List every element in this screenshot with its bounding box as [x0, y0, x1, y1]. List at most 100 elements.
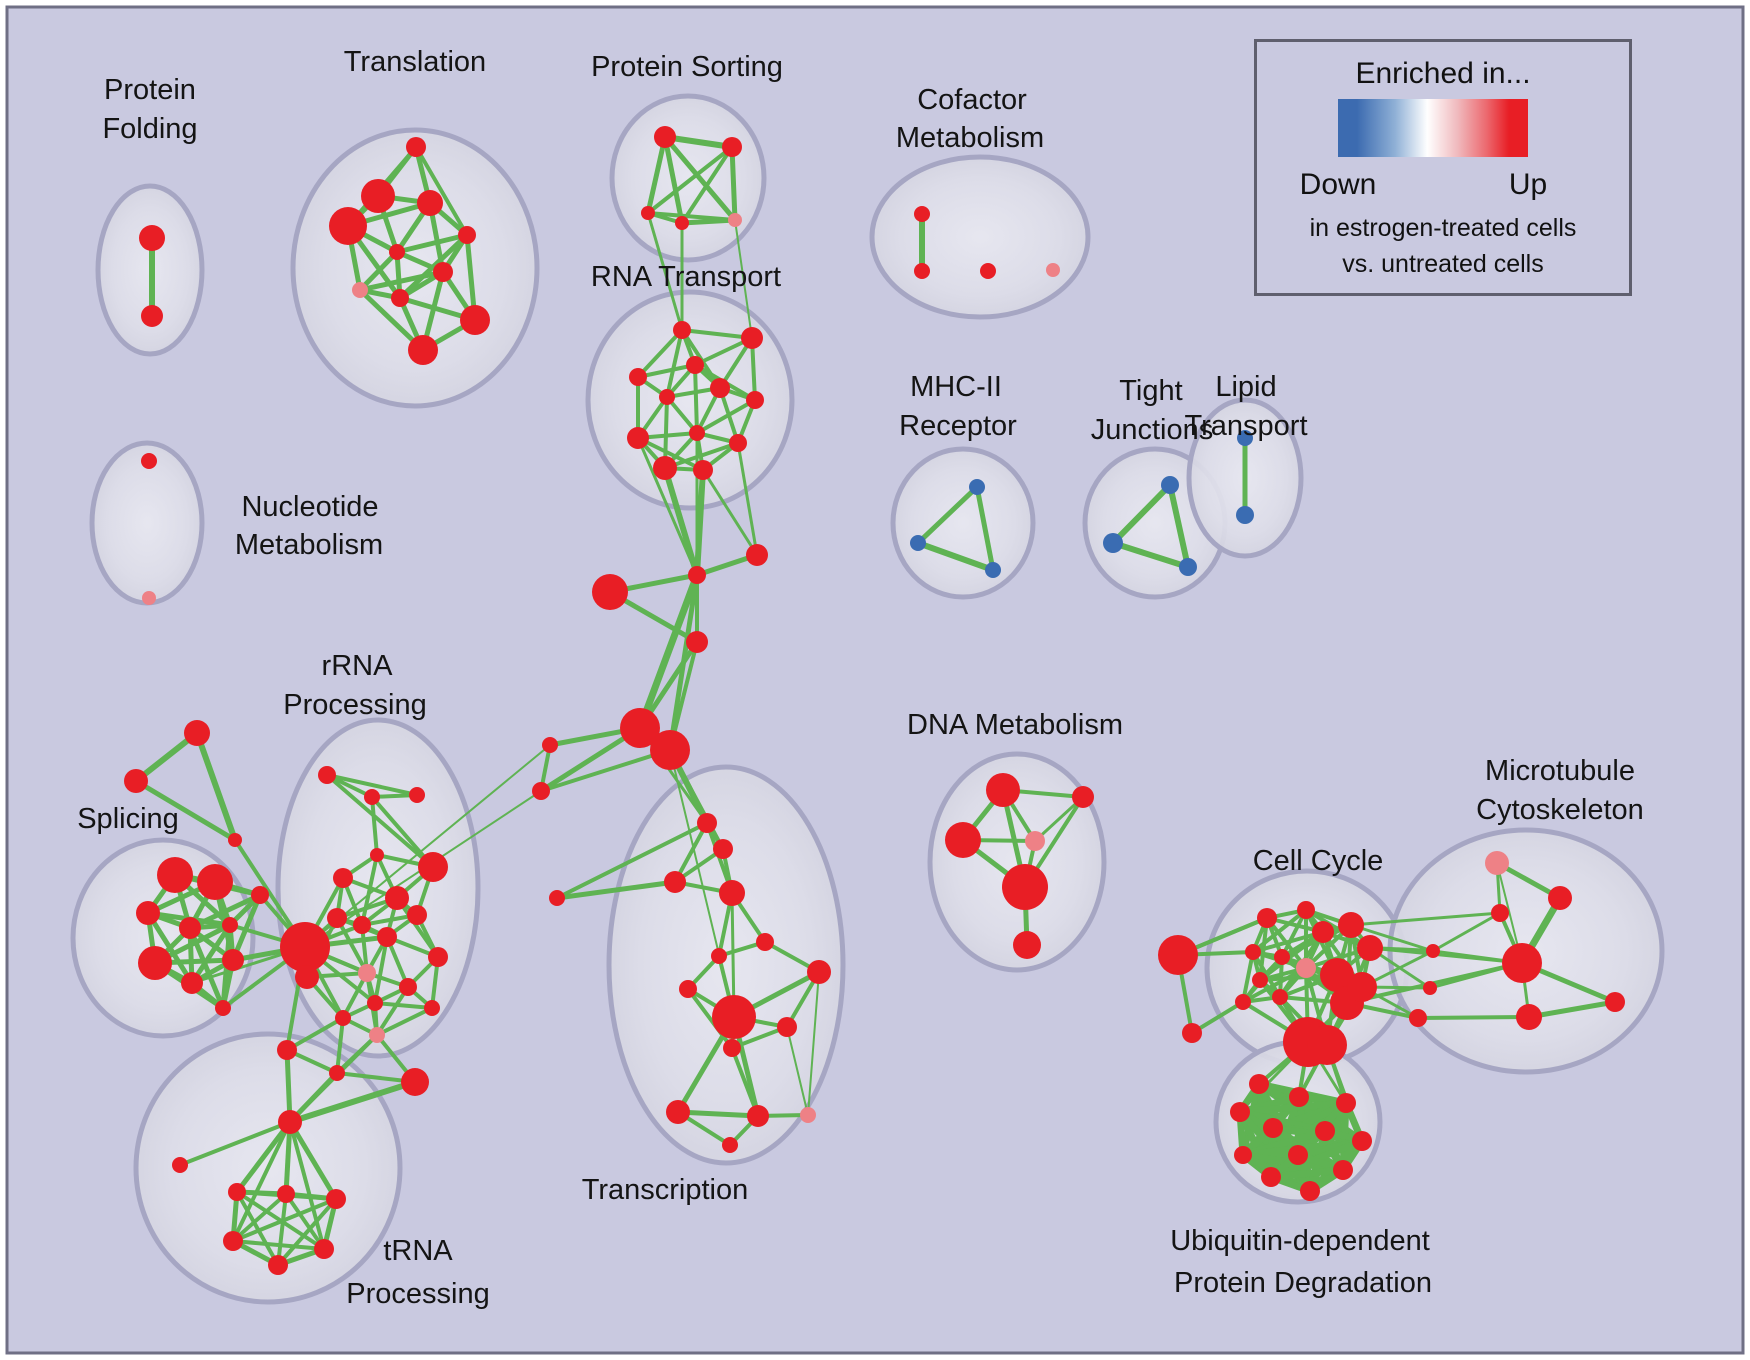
ubiquitin-degradation-node — [1289, 1087, 1309, 1107]
bridge-edge — [1349, 911, 1502, 927]
cell-cycle-node — [1307, 1025, 1347, 1065]
rrna-processing-node — [333, 868, 353, 888]
ubiquitin-degradation-node — [1315, 1121, 1335, 1141]
protein-sorting-edge — [729, 144, 738, 223]
ubiquitin-degradation-node — [1288, 1145, 1308, 1165]
rrna-processing-node — [399, 978, 417, 996]
ubiquitin-degradation-node — [1333, 1160, 1353, 1180]
rrna-processing-node — [424, 1000, 440, 1016]
bridge-edge — [736, 441, 759, 557]
transcription-edge — [673, 821, 709, 884]
protein-sorting-ellipse — [609, 93, 767, 263]
rrna-processing-node — [277, 1040, 297, 1060]
cell-cycle-node — [1182, 1023, 1202, 1043]
transcription-edge — [786, 1026, 809, 1116]
rrna-processing-edge — [360, 853, 379, 927]
tight-junctions-node — [1161, 476, 1179, 494]
cell-cycle-node — [1312, 921, 1334, 943]
protein-sorting-node — [641, 206, 655, 220]
translation-edge — [394, 232, 470, 255]
splicing-edge — [230, 892, 263, 963]
connectors-edge — [539, 748, 672, 793]
transcription-node — [807, 960, 831, 984]
rrna-processing-node — [407, 905, 427, 925]
rna-transport-node — [693, 460, 713, 480]
translation-node — [458, 226, 476, 244]
cluster-label-nucleotide-line2: Metabolism — [235, 529, 383, 561]
splicing-node — [157, 857, 193, 893]
cluster-label-tight-line2: Junctions — [1091, 414, 1214, 446]
bridge-edge — [287, 1079, 418, 1125]
connectors-node — [532, 782, 550, 800]
protein-sorting-edge — [645, 134, 668, 216]
connectors-node — [592, 574, 628, 610]
connectors-node — [650, 730, 690, 770]
trna-processing-edge — [231, 1197, 338, 1243]
translation-edge — [357, 249, 400, 293]
translation-node — [460, 305, 490, 335]
rrna-processing-node — [295, 965, 319, 989]
rna-transport-edge — [680, 328, 754, 340]
translation-ellipse — [290, 127, 540, 409]
transcription-node — [777, 1017, 797, 1037]
splicing-node — [197, 864, 233, 900]
ubiquitin-degradation-node — [1261, 1167, 1281, 1187]
microtubule-cytoskeleton-edge — [1526, 999, 1618, 1020]
microtubule-cytoskeleton-node — [1426, 944, 1440, 958]
rrna-processing-node — [327, 908, 347, 928]
cluster-label-cofactor-line1: Cofactor — [917, 84, 1027, 116]
translation-node — [406, 137, 426, 157]
cell-cycle-node — [1257, 908, 1277, 928]
dna-metabolism-node — [1025, 831, 1045, 851]
microtubule-cytoskeleton-node — [1502, 943, 1542, 983]
translation-node — [408, 335, 438, 365]
microtubule-cytoskeleton-node — [1485, 851, 1509, 875]
rrna-processing-node — [335, 1010, 351, 1026]
tight-junctions-node — [1179, 558, 1197, 576]
splicing-satellite-node — [228, 833, 242, 847]
ubiquitin-degradation-edge — [1236, 1099, 1350, 1116]
rna-transport-edge — [636, 436, 705, 472]
cofactor-metabolism-node — [914, 263, 930, 279]
rrna-processing-node — [369, 1027, 385, 1043]
transcription-node — [679, 980, 697, 998]
rrna-processing-edge — [325, 773, 435, 869]
cluster-label-mhc-line1: MHC-II — [910, 371, 1002, 403]
cell-cycle-node — [1347, 972, 1377, 1002]
trna-processing-edge — [288, 1120, 326, 1251]
cofactor-metabolism-node — [1046, 263, 1060, 277]
transcription-node — [800, 1107, 816, 1123]
protein-sorting-node — [654, 126, 676, 148]
tight-junctions-edge — [1110, 482, 1173, 546]
rrna-processing-edge — [325, 773, 419, 797]
microtubule-cytoskeleton-node — [1409, 1009, 1427, 1027]
cluster-label-rna-transport: RNA Transport — [591, 261, 781, 293]
legend-gradient-bar — [1338, 99, 1528, 157]
cluster-label-lipid-line2: Transport — [1184, 410, 1307, 442]
splicing-node — [181, 972, 203, 994]
microtubule-cytoskeleton-edge — [1494, 860, 1563, 901]
rna-transport-node — [746, 391, 764, 409]
trna-processing-edge — [231, 1239, 326, 1251]
rrna-processing-node — [364, 789, 380, 805]
trna-processing-edge — [276, 1192, 288, 1267]
splicing-edge — [189, 922, 233, 986]
mhc-ii-receptor-edge — [974, 484, 996, 573]
rrna-processing-node — [318, 766, 336, 784]
protein-sorting-edge — [662, 134, 738, 223]
splicing-node — [222, 917, 238, 933]
cluster-label-mhc-line2: Receptor — [899, 410, 1017, 442]
nucleotide-metabolism-node — [141, 453, 157, 469]
rrna-processing-node — [409, 787, 425, 803]
microtubule-cytoskeleton-node — [1516, 1004, 1542, 1030]
mhc-ii-receptor-edge — [915, 540, 996, 573]
rrna-processing-node — [418, 852, 448, 882]
transcription-node — [711, 948, 727, 964]
rna-transport-edge — [663, 441, 740, 470]
translation-node — [329, 207, 367, 245]
transcription-node — [549, 890, 565, 906]
cluster-label-protein-sorting: Protein Sorting — [591, 51, 783, 83]
rrna-processing-node — [329, 1065, 345, 1081]
cluster-label-lipid-line1: Lipid — [1215, 371, 1276, 403]
cell-cycle-edge — [1241, 950, 1255, 1004]
